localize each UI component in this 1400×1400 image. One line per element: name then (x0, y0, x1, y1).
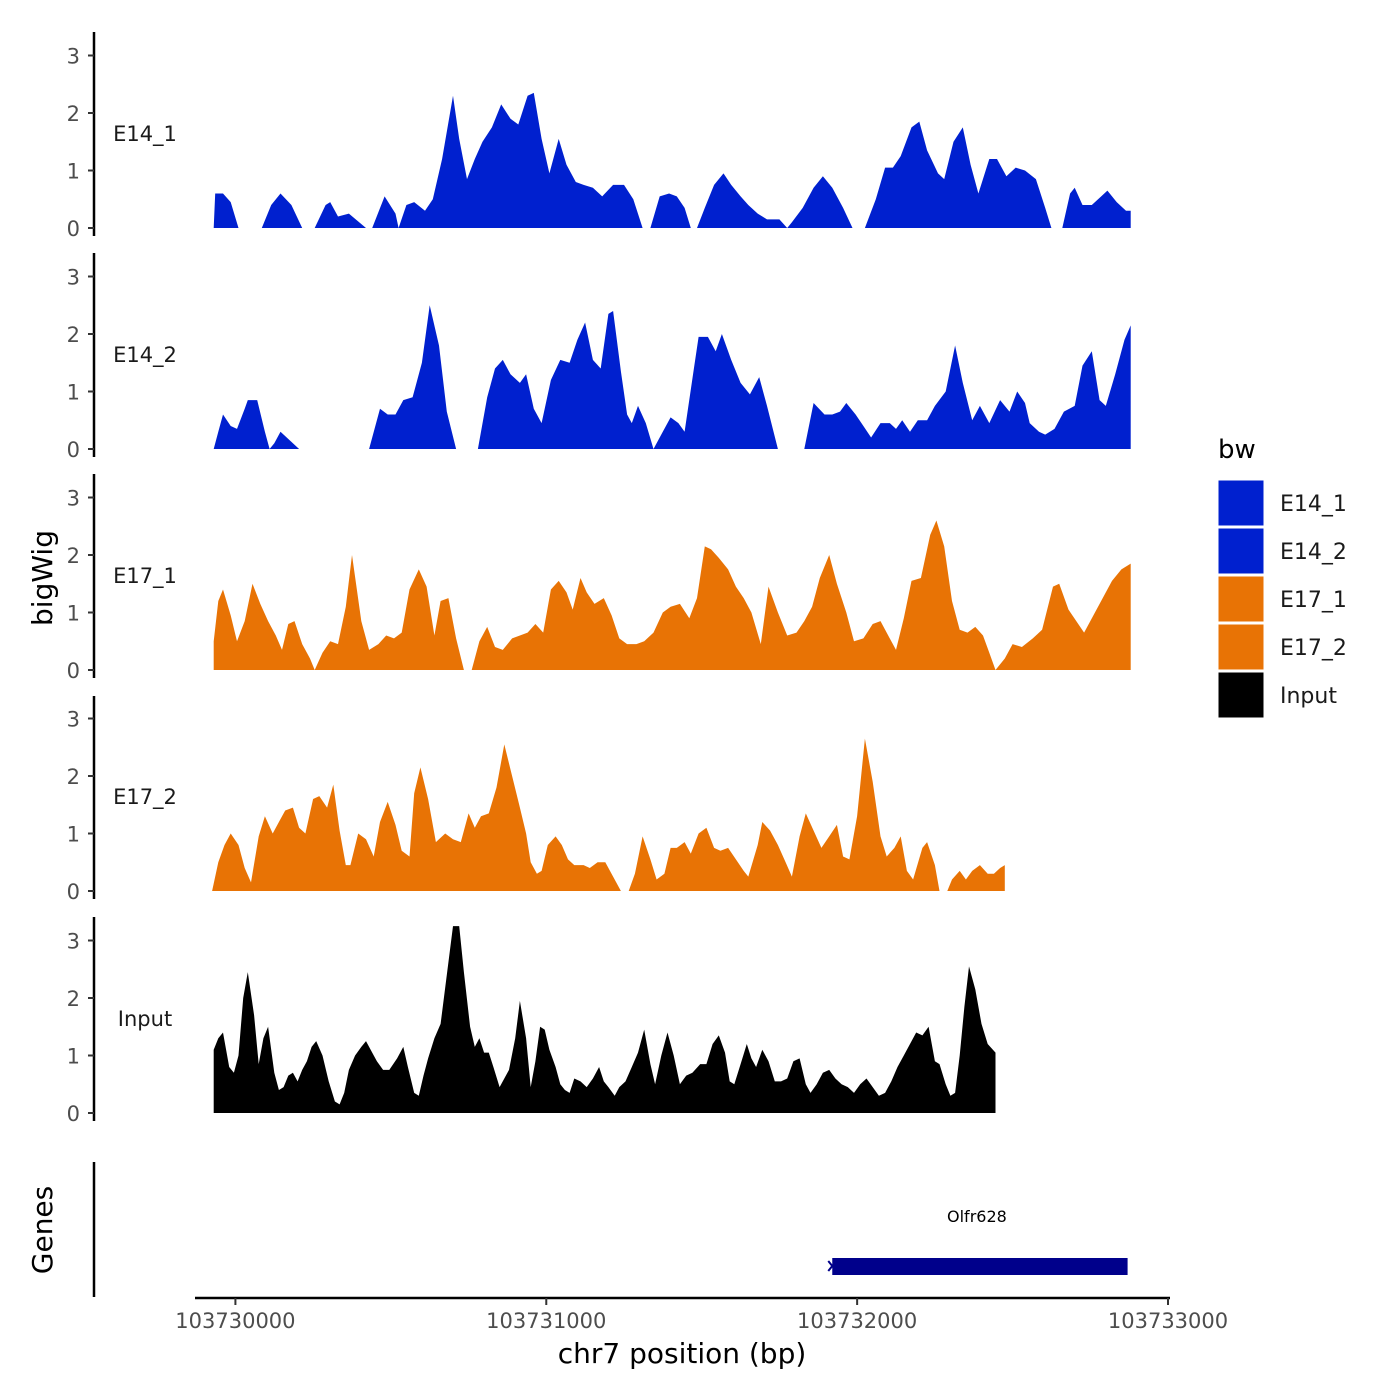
track-E17_2: 0 1 2 3 E17_2 (67, 696, 1005, 904)
signal-area-E14_2 (213, 305, 1131, 449)
gene-track-title: Genes (26, 1186, 59, 1274)
y-tick-label: 0 (67, 659, 80, 683)
legend-swatch (1217, 671, 1265, 719)
y-tick-label: 2 (67, 544, 80, 568)
y-tick-label: 2 (67, 765, 80, 789)
signal-area-E14_1 (213, 92, 1131, 229)
strand-arrow (827, 1260, 838, 1272)
y-tick-label: 1 (67, 823, 80, 847)
legend-item: E17_1 (1217, 575, 1347, 623)
x-tick-label: 103730000 (175, 1309, 295, 1333)
x-axis: 103730000 103731000 103732000 103733000 (175, 1296, 1228, 1333)
signal-area-E17_2 (212, 738, 1005, 891)
track-label: E17_1 (113, 564, 177, 589)
legend: bw E14_1 E14_2 E17_1 E17_2 Input (1217, 435, 1347, 719)
y-tick-label: 3 (67, 266, 80, 290)
y-tick-label: 2 (67, 323, 80, 347)
track-label: E17_2 (113, 785, 177, 810)
y-tick-label: 3 (67, 45, 80, 69)
y-tick-label: 1 (67, 381, 80, 405)
y-tick-label: 1 (67, 1045, 80, 1069)
y-tick-label: 1 (67, 160, 80, 184)
gene-body (832, 1258, 1128, 1275)
legend-label: E17_1 (1280, 588, 1347, 613)
y-tick-label: 3 (67, 708, 80, 732)
track-label: Input (118, 1007, 172, 1031)
legend-item: E14_1 (1217, 479, 1347, 527)
legend-label: E17_2 (1280, 636, 1347, 661)
x-tick-label: 103733000 (1108, 1309, 1228, 1333)
y-tick-label: 1 (67, 602, 80, 626)
y-tick-label: 0 (67, 1102, 80, 1126)
legend-label: E14_1 (1280, 492, 1347, 517)
legend-item: Input (1217, 671, 1337, 719)
signal-area-E17_1 (213, 520, 1131, 670)
y-tick-label: 2 (67, 987, 80, 1011)
y-tick-label: 0 (67, 438, 80, 462)
y-tick-label: 3 (67, 487, 80, 511)
gene-track-panel: Olfr628 (92, 1162, 1128, 1297)
y-tick-label: 3 (67, 930, 80, 954)
signal-area-Input (213, 926, 996, 1113)
y-axis-title: bigWig (26, 530, 59, 626)
legend-swatch (1217, 575, 1265, 623)
y-tick-label: 0 (67, 217, 80, 241)
legend-swatch (1217, 623, 1265, 671)
x-tick-label: 103731000 (486, 1309, 606, 1333)
legend-label: Input (1280, 684, 1337, 709)
legend-swatch (1217, 479, 1265, 527)
track-E14_2: 0 1 2 3 E14_2 (67, 253, 1131, 462)
y-tick-label: 0 (67, 880, 80, 904)
x-axis-title: chr7 position (bp) (558, 1337, 807, 1370)
legend-label: E14_2 (1280, 540, 1347, 565)
track-label: E14_1 (113, 122, 177, 147)
track-E17_1: 0 1 2 3 E17_1 (67, 474, 1131, 683)
legend-item: E14_2 (1217, 527, 1347, 575)
legend-swatch (1217, 527, 1265, 575)
track-label: E14_2 (113, 343, 177, 368)
track-E14_1: 0 1 2 3 E14_1 (67, 32, 1131, 241)
legend-title: bw (1218, 435, 1256, 465)
track-Input: 0 1 2 3 Input (67, 917, 996, 1126)
gene-label: Olfr628 (947, 1207, 1007, 1226)
legend-item: E17_2 (1217, 623, 1347, 671)
signal-tracks: 0 1 2 3 E14_1 0 1 2 3 E14_2 0 1 2 3 E17_1 0 1 2 3 E17_2 0 1 2 3… (67, 32, 1131, 1126)
x-tick-label: 103732000 (797, 1309, 917, 1333)
y-tick-label: 2 (67, 102, 80, 126)
